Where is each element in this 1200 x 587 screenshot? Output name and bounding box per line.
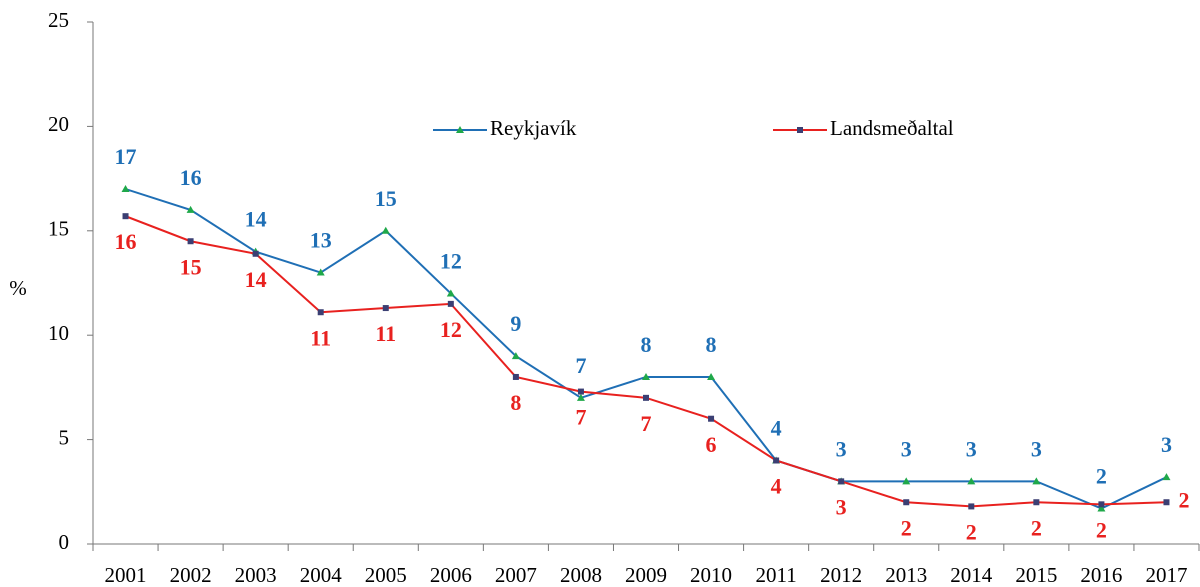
data-label: 8 [641,332,652,357]
x-tick-label: 2013 [885,563,927,587]
y-axis-label: % [9,276,27,300]
data-label: 4 [771,474,782,499]
point [773,457,780,464]
x-tick-label: 2006 [430,563,472,587]
point [903,499,910,506]
data-label: 17 [115,144,137,169]
point [968,503,975,510]
x-tick-label: 2002 [170,563,212,587]
data-label: 2 [1031,515,1042,540]
data-label: 7 [575,405,586,430]
legend-marker [797,127,803,133]
point [707,372,716,380]
point [122,213,129,220]
x-tick-label: 2015 [1015,563,1057,587]
x-tick-label: 2016 [1080,563,1122,587]
point [511,352,520,360]
data-label: 8 [510,390,521,415]
point [577,388,584,395]
data-label: 15 [180,254,202,279]
data-label: 9 [510,311,521,336]
data-label: 13 [310,228,332,253]
data-label: 2 [1096,517,1107,542]
point [967,477,976,485]
data-label: 11 [310,325,331,350]
x-tick-label: 2004 [300,563,343,587]
legend-marker [456,126,464,133]
point [1033,499,1040,506]
point [1032,477,1041,485]
point [1097,504,1106,512]
y-tick-label: 20 [48,112,69,136]
data-label: 2 [1178,487,1189,512]
data-label: 11 [375,321,396,346]
data-label: 3 [836,494,847,519]
point [186,205,195,213]
x-tick-label: 2007 [495,563,537,587]
point [316,268,325,276]
data-label: 2 [1096,464,1107,489]
x-tick-label: 2014 [950,563,993,587]
point [1098,501,1105,508]
point [446,289,455,297]
x-tick-label: 2008 [560,563,602,587]
point [1162,473,1171,481]
data-label: 16 [180,165,202,190]
y-tick-label: 25 [48,8,69,32]
x-tick-label: 2017 [1145,563,1187,587]
data-label: 4 [771,416,782,441]
data-label: 3 [1161,432,1172,457]
data-label: 3 [966,436,977,461]
data-label: 12 [440,248,462,273]
legend-label: Landsmeðaltal [830,116,954,140]
y-tick-label: 0 [59,530,70,554]
x-tick-label: 2011 [756,563,797,587]
data-label: 3 [836,436,847,461]
data-label: 7 [641,411,652,436]
point [317,309,324,316]
data-label: 8 [706,332,717,357]
point [121,185,130,193]
point [576,393,585,401]
x-tick-label: 2005 [365,563,407,587]
data-label: 3 [901,436,912,461]
data-label: 14 [245,207,267,232]
data-label: 7 [575,353,586,378]
point [381,226,390,234]
data-label: 15 [375,186,397,211]
x-tick-label: 2009 [625,563,667,587]
x-tick-label: 2003 [235,563,277,587]
data-label: 3 [1031,436,1042,461]
y-tick-label: 15 [48,217,69,241]
point [252,250,259,257]
legend-label: Reykjavík [490,116,577,140]
point [512,373,519,380]
data-label: 6 [706,432,717,457]
x-tick-label: 2012 [820,563,862,587]
y-tick-label: 10 [48,321,69,345]
data-label: 2 [966,519,977,544]
data-label: 14 [245,267,267,292]
point [838,478,845,485]
x-tick-label: 2010 [690,563,732,587]
point [642,372,650,380]
point [902,477,911,485]
data-label: 12 [440,317,462,342]
data-label: 16 [115,229,137,254]
x-tick-label: 2001 [105,563,147,587]
point [187,238,194,245]
point [382,305,389,312]
point [643,394,649,401]
y-tick-label: 5 [59,425,70,449]
point [447,300,454,307]
point [1163,499,1170,506]
data-label: 2 [901,515,912,540]
point [708,415,715,422]
